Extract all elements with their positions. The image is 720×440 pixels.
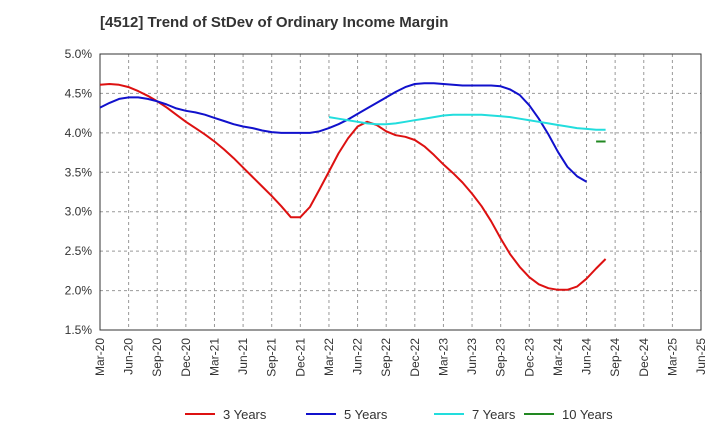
x-tick-label: Dec-21 [293,338,307,377]
x-tick-label: Jun-22 [351,338,365,375]
legend: 3 Years 5 Years 7 Years 10 Years [185,407,613,422]
x-tick-label: Dec-24 [637,338,651,377]
x-tick-label: Dec-23 [522,338,536,377]
x-tick-label: Jun-21 [236,338,250,375]
y-tick-label: 1.5% [65,323,93,337]
plot-frame [99,53,702,331]
y-tick-label: 2.5% [65,244,93,258]
series-line-5-years [99,82,588,183]
series-line-3-years [99,83,607,291]
y-tick-label: 5.0% [65,47,93,61]
x-tick-label: Mar-20 [93,338,107,376]
grid-lines [99,53,702,331]
x-tick-label: Mar-24 [551,338,565,376]
y-tick-label: 4.5% [65,86,93,100]
legend-label: 5 Years [344,407,388,422]
x-tick-label: Dec-20 [179,338,193,377]
y-tick-label: 3.5% [65,165,93,179]
y-tick-labels: 1.5% 2.0% 2.5% 3.0% 3.5% 4.0% 4.5% 5.0% [65,47,93,337]
x-tick-label: Mar-25 [665,338,679,376]
y-tick-label: 4.0% [65,126,93,140]
x-tick-label: Jun-23 [465,338,479,375]
legend-label: 10 Years [562,407,613,422]
x-tick-label: Dec-22 [408,338,422,377]
x-tick-label: Jun-25 [694,338,708,375]
x-tick-label: Mar-21 [207,338,221,376]
x-tick-label: Mar-22 [322,338,336,376]
x-tick-label: Jun-20 [122,338,136,375]
series-lines [99,82,607,291]
x-tick-label: Sep-22 [379,338,393,377]
legend-label: 7 Years [472,407,516,422]
y-tick-label: 2.0% [65,284,93,298]
x-tick-label: Jun-24 [580,338,594,375]
y-tick-label: 3.0% [65,205,93,219]
legend-label: 3 Years [223,407,267,422]
x-tick-label: Sep-21 [265,338,279,377]
series-line-7-years [328,113,606,131]
chart-title: [4512] Trend of StDev of Ordinary Income… [100,14,449,31]
x-tick-label: Sep-20 [150,338,164,377]
x-tick-labels: Mar-20 Jun-20 Sep-20 Dec-20 Mar-21 Jun-21 Sep-… [93,338,708,377]
x-tick-label: Mar-23 [436,338,450,376]
x-tick-label: Sep-24 [608,338,622,377]
x-tick-label: Sep-23 [494,338,508,377]
axes [99,53,702,331]
